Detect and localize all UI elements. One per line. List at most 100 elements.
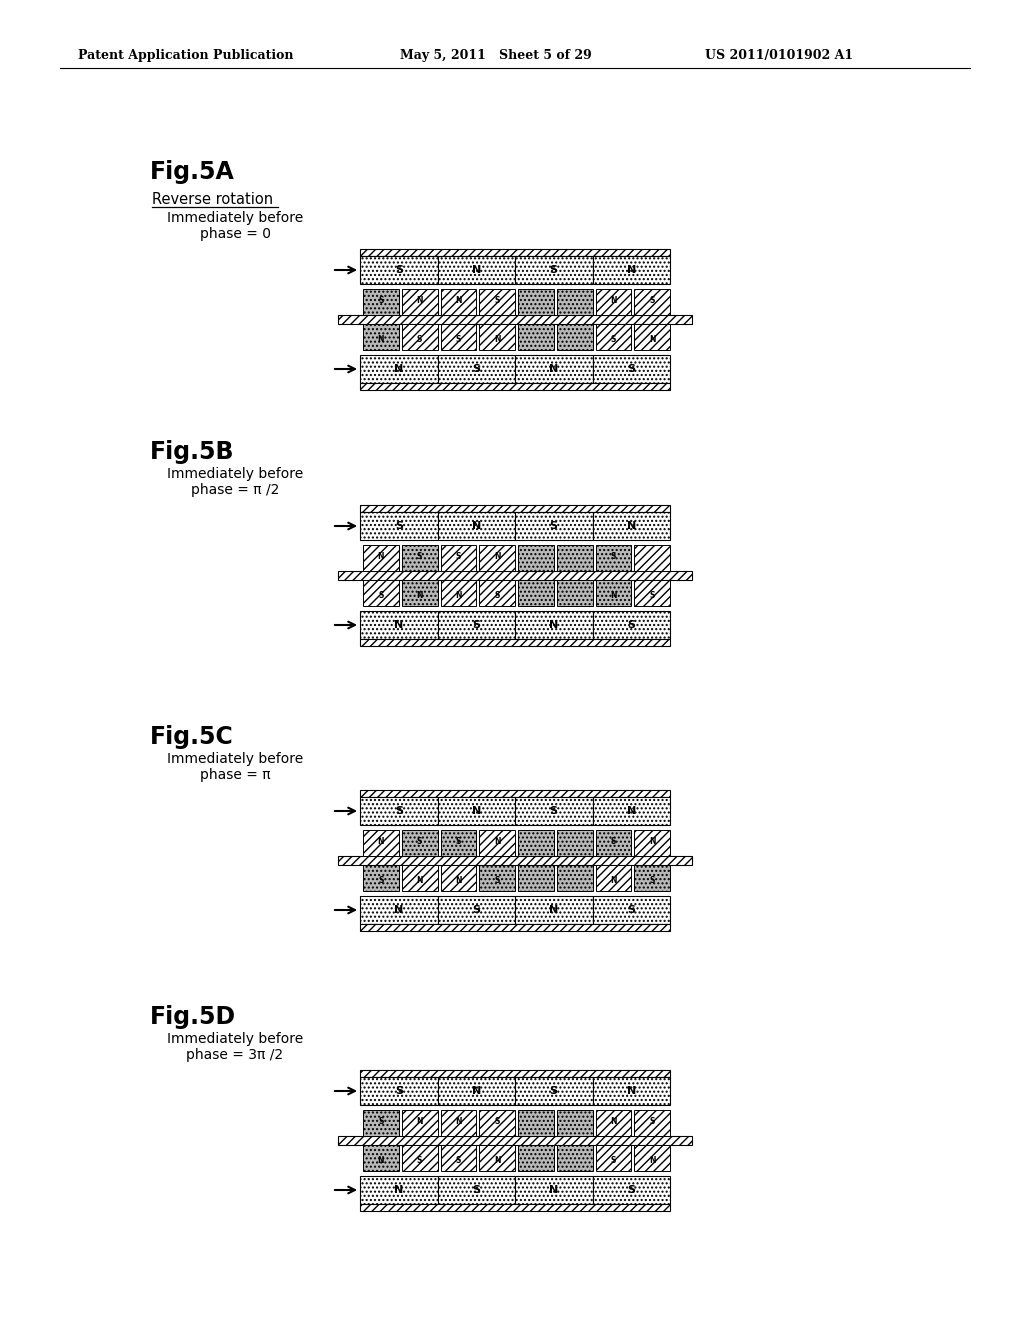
Bar	[557, 579, 593, 606]
Bar	[360, 1071, 670, 1077]
Text: S: S	[378, 296, 384, 305]
Bar	[557, 323, 593, 350]
Bar	[634, 545, 670, 572]
Text: S: S	[628, 620, 635, 630]
Text: S: S	[456, 837, 461, 846]
Text: S: S	[649, 591, 655, 601]
Text: phase = 0: phase = 0	[200, 227, 270, 242]
Bar	[634, 289, 670, 315]
Bar	[401, 545, 437, 572]
Text: phase = π: phase = π	[200, 768, 270, 781]
Bar	[440, 865, 476, 891]
Text: S: S	[378, 876, 384, 886]
Bar	[360, 355, 437, 383]
Bar	[515, 896, 593, 924]
Text: N: N	[456, 876, 462, 886]
Bar	[338, 315, 692, 323]
Bar	[364, 1144, 398, 1171]
Text: Immediately before: Immediately before	[167, 752, 303, 766]
Text: Immediately before: Immediately before	[167, 211, 303, 224]
Bar	[557, 1110, 593, 1137]
Bar	[596, 865, 631, 891]
Text: S: S	[495, 296, 500, 305]
Bar	[437, 896, 515, 924]
Bar	[360, 639, 670, 645]
Text: N: N	[472, 265, 481, 275]
Bar	[338, 1137, 692, 1144]
Text: N: N	[472, 521, 481, 531]
Text: N: N	[394, 1185, 403, 1195]
Text: N: N	[417, 296, 423, 305]
Text: S: S	[456, 1156, 461, 1166]
Bar	[440, 1144, 476, 1171]
Text: S: S	[472, 364, 480, 374]
Bar	[360, 1077, 437, 1105]
Text: S: S	[394, 1086, 402, 1096]
Bar	[440, 545, 476, 572]
Bar	[515, 1176, 593, 1204]
Text: N: N	[649, 1156, 655, 1166]
Bar	[364, 289, 398, 315]
Bar	[401, 289, 437, 315]
Bar	[479, 1144, 515, 1171]
Text: S: S	[394, 807, 402, 816]
Bar	[479, 1110, 515, 1137]
Bar	[360, 789, 670, 797]
Text: S: S	[417, 837, 422, 846]
Bar	[593, 1077, 670, 1105]
Bar	[515, 256, 593, 284]
Bar	[437, 611, 515, 639]
Text: N: N	[456, 1117, 462, 1126]
Bar	[401, 323, 437, 350]
Text: N: N	[417, 591, 423, 601]
Bar	[437, 256, 515, 284]
Text: US 2011/0101902 A1: US 2011/0101902 A1	[705, 49, 853, 62]
Text: N: N	[378, 335, 384, 345]
Bar	[593, 1176, 670, 1204]
Bar	[360, 512, 437, 540]
Bar	[515, 611, 593, 639]
Bar	[338, 855, 692, 865]
Bar	[634, 1110, 670, 1137]
Text: S: S	[472, 620, 480, 630]
Text: S: S	[378, 1117, 384, 1126]
Text: Fig.5A: Fig.5A	[150, 160, 234, 183]
Text: N: N	[627, 265, 636, 275]
Bar	[364, 579, 398, 606]
Bar	[518, 1144, 554, 1171]
Text: N: N	[417, 876, 423, 886]
Bar	[437, 1176, 515, 1204]
Text: S: S	[472, 1185, 480, 1195]
Bar	[437, 1077, 515, 1105]
Text: S: S	[417, 552, 422, 561]
Text: S: S	[628, 906, 635, 915]
Bar	[401, 865, 437, 891]
Text: N: N	[378, 837, 384, 846]
Text: N: N	[549, 364, 558, 374]
Bar	[634, 865, 670, 891]
Bar	[338, 572, 692, 579]
Bar	[557, 545, 593, 572]
Bar	[401, 830, 437, 855]
Text: N: N	[394, 906, 403, 915]
Bar	[360, 924, 670, 931]
Text: phase = 3π /2: phase = 3π /2	[186, 1048, 284, 1063]
Bar	[360, 611, 437, 639]
Bar	[518, 865, 554, 891]
Bar	[515, 355, 593, 383]
Text: S: S	[649, 876, 655, 886]
Bar	[364, 323, 398, 350]
Text: S: S	[417, 335, 422, 345]
Bar	[596, 323, 631, 350]
Text: S: S	[628, 364, 635, 374]
Bar	[593, 797, 670, 825]
Bar	[518, 323, 554, 350]
Text: S: S	[649, 296, 655, 305]
Bar	[479, 323, 515, 350]
Bar	[360, 506, 670, 512]
Bar	[634, 323, 670, 350]
Bar	[437, 797, 515, 825]
Text: N: N	[627, 521, 636, 531]
Bar	[515, 797, 593, 825]
Text: N: N	[627, 807, 636, 816]
